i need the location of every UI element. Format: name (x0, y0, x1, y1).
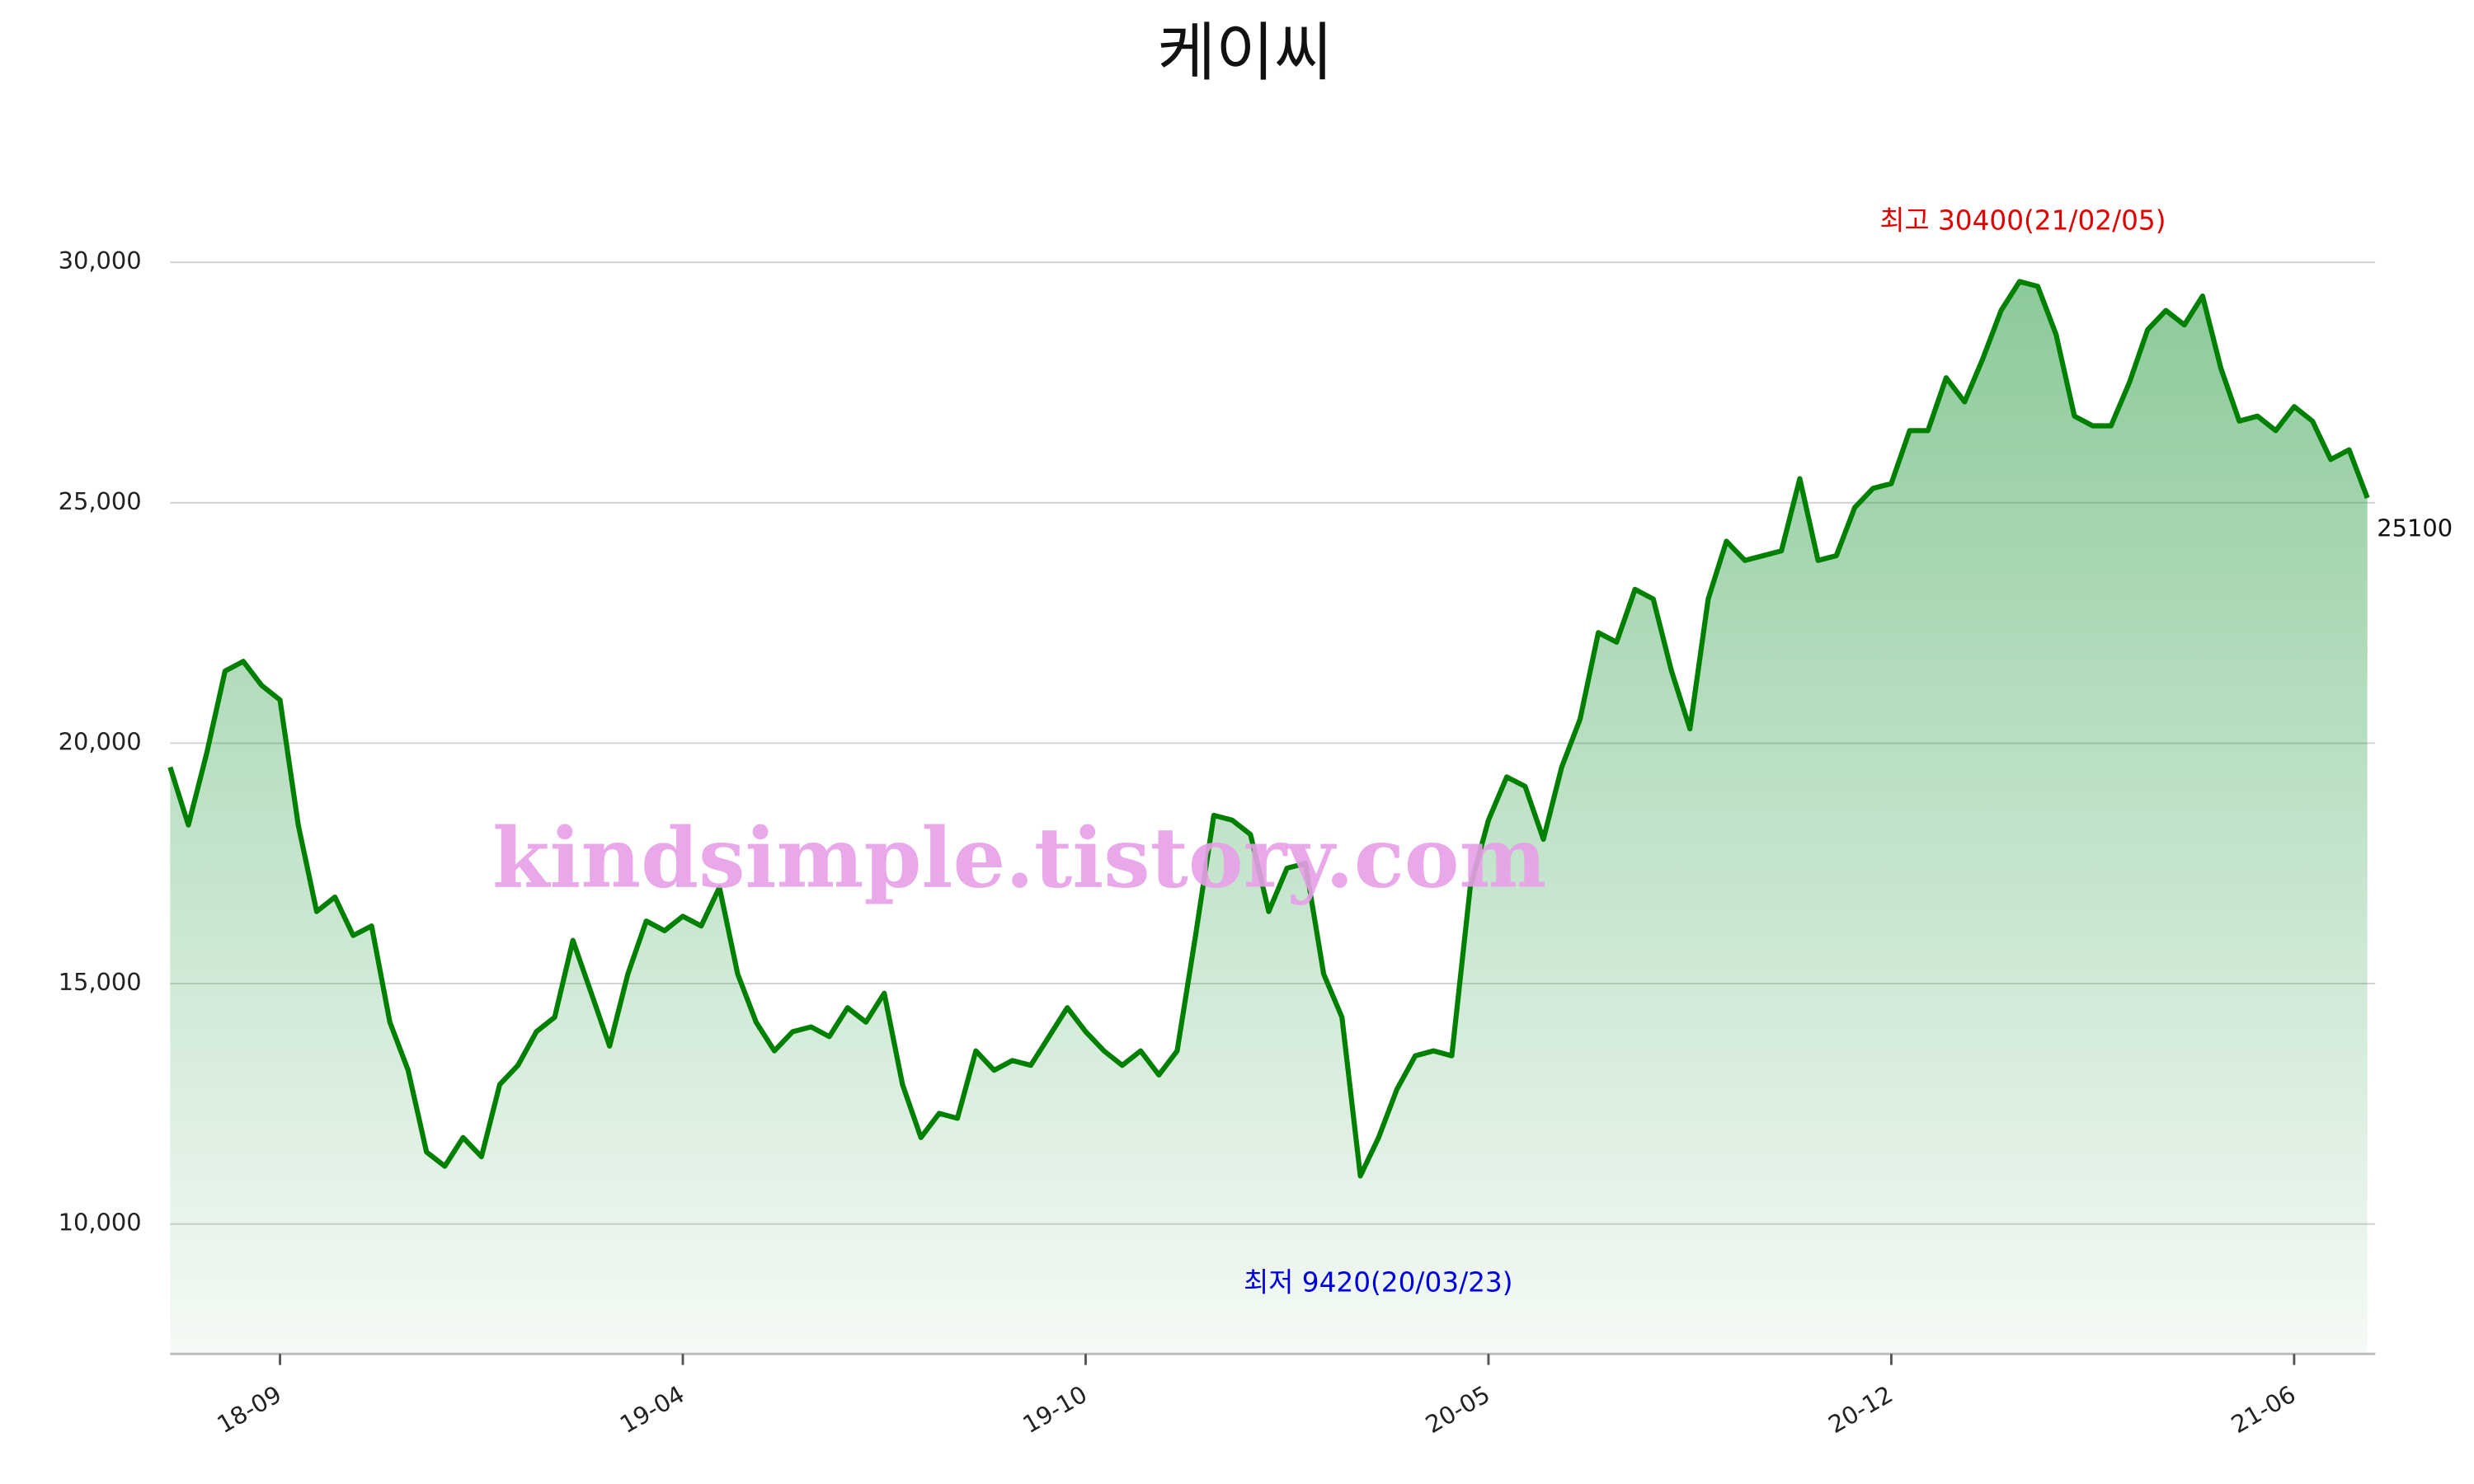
y-tick-label: 25,000 (59, 487, 142, 515)
annotation: 최저 9420(20/03/23) (1244, 1266, 1512, 1298)
line (167, 279, 2370, 1179)
chart-title: 케이씨 (1157, 16, 1333, 90)
y-tick-label: 30,000 (59, 247, 142, 275)
x-tick-label: 20-05 (1421, 1380, 1495, 1439)
x-tick-label: 18-09 (212, 1380, 286, 1439)
x-tick-label: 20-12 (1823, 1380, 1898, 1439)
y-tick-label: 10,000 (59, 1209, 142, 1237)
y-tick-label: 20,000 (59, 727, 142, 755)
x-tick-label: 19-04 (615, 1380, 689, 1439)
watermark: kindsimple.tistory.com (492, 810, 1546, 907)
area (170, 281, 2368, 1355)
y-tick-label: 15,000 (59, 968, 142, 996)
x-tick-label: 21-06 (2227, 1380, 2301, 1439)
x-tick-label: 19-10 (1018, 1380, 1092, 1439)
last-value-label: 25100 (2377, 514, 2453, 542)
annotation: 최고 30400(21/02/05) (1879, 205, 2166, 237)
